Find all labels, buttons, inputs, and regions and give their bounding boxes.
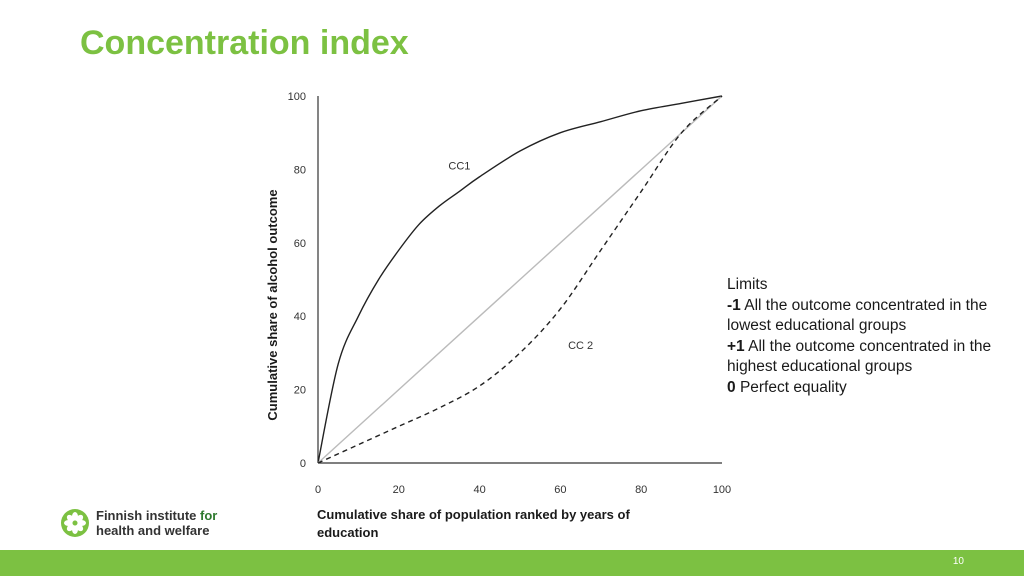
limit-value: +1 — [727, 337, 745, 355]
series-annotation: CC1 — [448, 160, 470, 172]
thl-logo: Finnish institute for health and welfare — [60, 508, 217, 538]
x-tick-label: 100 — [713, 484, 731, 496]
logo-text: Finnish institute for health and welfare — [96, 508, 217, 538]
x-axis-label-line-2: education — [317, 525, 378, 540]
y-tick-label: 60 — [294, 238, 306, 250]
x-axis-label: Cumulative share of population ranked by… — [317, 507, 633, 540]
limit-value: 0 — [727, 378, 736, 396]
chart-ticks: 0 20 40 60 80 100 0 20 40 60 80 100 — [288, 91, 732, 496]
limit-text: All the outcome concentrated in the high… — [727, 337, 992, 376]
limits-heading: Limits — [727, 276, 768, 293]
page-title: Concentration index — [80, 24, 409, 62]
x-tick-label: 60 — [554, 484, 566, 496]
logo-line2: health and welfare — [96, 523, 210, 538]
chart-series — [317, 95, 723, 464]
y-tick-label: 80 — [294, 164, 306, 176]
y-tick-label: 20 — [294, 385, 306, 397]
y-axis-label: Cumulative share of alcohol outcome — [265, 189, 280, 420]
x-tick-label: 80 — [635, 484, 647, 496]
limit-text: Perfect equality — [739, 378, 847, 396]
x-axis-label-line-1: Cumulative share of population ranked by… — [317, 507, 630, 522]
y-tick-label: 100 — [288, 91, 306, 103]
logo-for: for — [200, 508, 218, 523]
chart-annotations: CC1 CC 2 — [448, 160, 593, 352]
series-line-cc2 — [317, 95, 723, 464]
limits-legend: Limits -1 All the outcome concentrated i… — [727, 275, 1017, 398]
y-tick-label: 40 — [294, 311, 306, 323]
y-tick-label: 0 — [300, 458, 306, 470]
footer-bar: 10 — [0, 550, 1024, 576]
x-tick-label: 20 — [393, 484, 405, 496]
flower-logo-icon — [61, 509, 89, 537]
limit-text: All the outcome concentrated in the lowe… — [727, 296, 988, 335]
logo-line1: Finnish institute — [96, 508, 197, 523]
page-number: 10 — [952, 556, 964, 567]
x-tick-label: 0 — [315, 484, 321, 496]
limit-plus-one: +1 All the outcome concentrated in the h… — [727, 337, 1017, 378]
x-tick-label: 40 — [473, 484, 485, 496]
limit-minus-one: -1 All the outcome concentrated in the l… — [727, 296, 1017, 337]
limit-value: -1 — [727, 296, 741, 314]
series-annotation: CC 2 — [568, 340, 593, 352]
limit-zero: 0 Perfect equality — [727, 378, 1017, 399]
chart-axes — [317, 96, 722, 464]
series-line-cc1 — [317, 95, 723, 464]
